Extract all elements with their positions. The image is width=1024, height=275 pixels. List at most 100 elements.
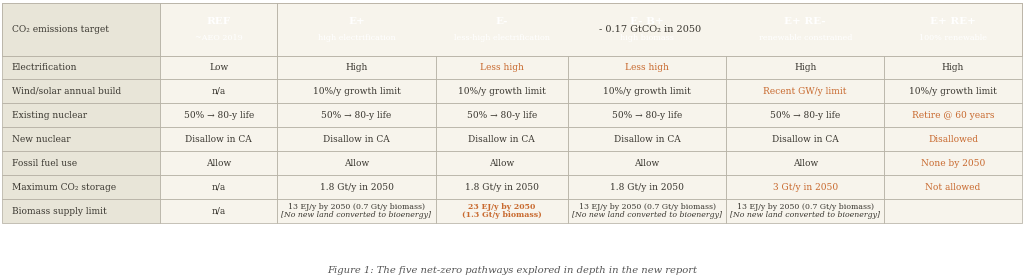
Text: Allow: Allow	[344, 159, 369, 168]
Text: renewable constrained: renewable constrained	[759, 34, 852, 42]
Bar	[160, 127, 278, 151]
Bar	[726, 151, 885, 175]
Text: Allow: Allow	[793, 159, 818, 168]
Text: High: High	[942, 63, 965, 72]
Bar	[278, 199, 435, 223]
Bar	[885, 56, 1022, 79]
Bar	[726, 3, 885, 56]
Text: Figure 1: The five net-zero pathways explored in depth in the new report: Figure 1: The five net-zero pathways exp…	[327, 266, 697, 275]
Text: 13 EJ/y by 2050 (0.7 Gt/y biomass): 13 EJ/y by 2050 (0.7 Gt/y biomass)	[579, 203, 716, 211]
Text: 50% → 80-y life: 50% → 80-y life	[322, 111, 391, 120]
Text: [No new land converted to bioenergy]: [No new land converted to bioenergy]	[572, 211, 722, 219]
Bar	[726, 127, 885, 151]
Text: Allow: Allow	[489, 159, 514, 168]
Text: 3 Gt/y in 2050: 3 Gt/y in 2050	[773, 183, 838, 192]
Text: CO₂ emissions target: CO₂ emissions target	[11, 25, 109, 34]
Bar	[568, 3, 726, 56]
Text: Biomass supply limit: Biomass supply limit	[11, 207, 106, 216]
Text: High: High	[345, 63, 368, 72]
Bar	[435, 199, 568, 223]
Bar	[435, 151, 568, 175]
Text: New nuclear: New nuclear	[11, 135, 71, 144]
Bar	[2, 79, 160, 103]
Bar	[568, 79, 726, 103]
Bar	[278, 151, 435, 175]
Text: None by 2050: None by 2050	[921, 159, 985, 168]
Bar	[568, 56, 726, 79]
Text: 10%/y growth limit: 10%/y growth limit	[312, 87, 400, 96]
Text: less-high electrification: less-high electrification	[454, 34, 550, 42]
Text: ~AEO 2019: ~AEO 2019	[195, 34, 243, 42]
Bar	[885, 175, 1022, 199]
Text: 50% → 80-y life: 50% → 80-y life	[770, 111, 841, 120]
Bar	[435, 175, 568, 199]
Bar	[885, 127, 1022, 151]
Text: - 0.17 GtCO₂ in 2050: - 0.17 GtCO₂ in 2050	[599, 25, 700, 34]
Bar	[885, 79, 1022, 103]
Text: 50% → 80-y life: 50% → 80-y life	[467, 111, 537, 120]
Text: Disallow in CA: Disallow in CA	[185, 135, 252, 144]
Bar	[726, 79, 885, 103]
Bar	[2, 3, 160, 56]
Bar	[2, 151, 160, 175]
Bar	[726, 175, 885, 199]
Bar	[568, 175, 726, 199]
Bar	[160, 175, 278, 199]
Text: 100% renewable: 100% renewable	[920, 34, 987, 42]
Text: high electrification: high electrification	[317, 34, 395, 42]
Bar	[435, 103, 568, 127]
Bar	[160, 3, 278, 56]
Text: Existing nuclear: Existing nuclear	[11, 111, 87, 120]
Bar	[278, 56, 435, 79]
Text: Less high: Less high	[480, 63, 523, 72]
Text: Fossil fuel use: Fossil fuel use	[11, 159, 77, 168]
Bar	[568, 199, 726, 223]
Text: n/a: n/a	[212, 87, 226, 96]
Text: 1.8 Gt/y in 2050: 1.8 Gt/y in 2050	[610, 183, 684, 192]
Bar	[726, 103, 885, 127]
Text: Allow: Allow	[635, 159, 659, 168]
Text: Less high: Less high	[626, 63, 669, 72]
Bar	[885, 151, 1022, 175]
Text: Electrification: Electrification	[11, 63, 77, 72]
Bar	[160, 151, 278, 175]
Text: Disallow in CA: Disallow in CA	[613, 135, 681, 144]
Text: Disallow in CA: Disallow in CA	[324, 135, 390, 144]
Bar	[435, 127, 568, 151]
Bar	[885, 3, 1022, 56]
Text: E+ RE+: E+ RE+	[930, 17, 976, 26]
Bar	[160, 79, 278, 103]
Bar	[2, 103, 160, 127]
Bar	[2, 56, 160, 79]
Bar	[726, 199, 885, 223]
Bar	[885, 103, 1022, 127]
Text: E+ RE-: E+ RE-	[784, 17, 826, 26]
Text: 10%/y growth limit: 10%/y growth limit	[909, 87, 997, 96]
Text: 23 EJ/y by 2050: 23 EJ/y by 2050	[468, 203, 536, 211]
Text: n/a: n/a	[212, 183, 226, 192]
Text: High: High	[794, 63, 816, 72]
Text: 1.8 Gt/y in 2050: 1.8 Gt/y in 2050	[465, 183, 539, 192]
Bar	[435, 3, 568, 56]
Bar	[278, 175, 435, 199]
Bar	[2, 127, 160, 151]
Bar	[2, 3, 160, 56]
Bar	[160, 199, 278, 223]
Text: Disallow in CA: Disallow in CA	[468, 135, 536, 144]
Text: Wind/solar annual build: Wind/solar annual build	[11, 87, 121, 96]
Text: Recent GW/y limit: Recent GW/y limit	[764, 87, 847, 96]
Text: Not allowed: Not allowed	[926, 183, 981, 192]
Text: 1.8 Gt/y in 2050: 1.8 Gt/y in 2050	[319, 183, 393, 192]
Text: 10%/y growth limit: 10%/y growth limit	[603, 87, 691, 96]
Text: Retire @ 60 years: Retire @ 60 years	[911, 111, 994, 120]
Text: Disallow in CA: Disallow in CA	[772, 135, 839, 144]
Text: 13 EJ/y by 2050 (0.7 Gt/y biomass): 13 EJ/y by 2050 (0.7 Gt/y biomass)	[288, 203, 425, 211]
Bar	[160, 56, 278, 79]
Bar	[278, 79, 435, 103]
Text: Low: Low	[209, 63, 228, 72]
Bar	[568, 103, 726, 127]
Text: n/a: n/a	[212, 207, 226, 216]
Bar	[278, 103, 435, 127]
Bar	[726, 56, 885, 79]
Bar	[568, 151, 726, 175]
